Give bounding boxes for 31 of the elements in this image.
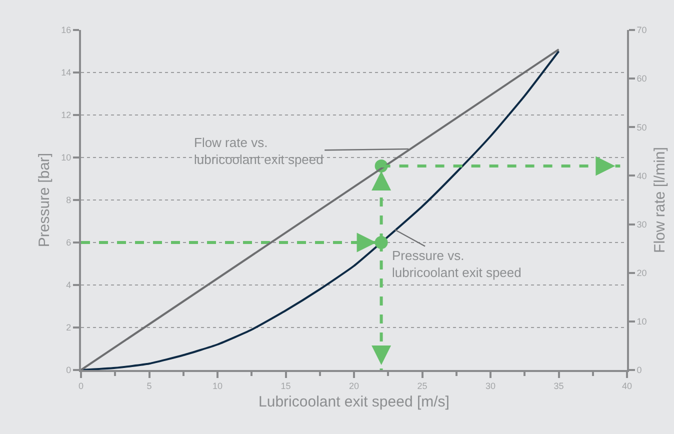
y2-tick-label: 50 <box>636 122 647 132</box>
y-tick-label: 6 <box>66 238 72 248</box>
x-tick-label: 30 <box>485 380 496 391</box>
y-tick-label: 10 <box>61 152 72 163</box>
y2-tick-label: 20 <box>636 268 647 278</box>
y2-axis-title: Flow rate [l/min] <box>651 147 668 253</box>
annotation: Pressure vs. lubricoolant exit speed <box>392 248 522 280</box>
y-tick-label: 8 <box>66 195 72 206</box>
x-tick-label: 40 <box>622 380 632 391</box>
y-tick-label: 4 <box>66 280 72 290</box>
x-tick-label: 35 <box>554 380 564 391</box>
y-tick-label: 16 <box>61 25 72 36</box>
x-tick-label: 15 <box>280 380 291 391</box>
y2-tick-label: 40 <box>636 170 647 181</box>
x-tick-label: 20 <box>348 380 360 391</box>
y2-tick-label: 70 <box>636 25 647 36</box>
y2-tick-label: 30 <box>636 219 647 230</box>
y2-tick-label: 0 <box>636 365 642 376</box>
y-tick-label: 0 <box>66 365 72 376</box>
y-tick-label: 14 <box>61 68 72 78</box>
annotation: Flow rate vs. lubricoolant exit speed <box>194 135 324 167</box>
x-tick-label: 10 <box>212 380 223 391</box>
x-axis-title: Lubricoolant exit speed [m/s] <box>258 393 450 410</box>
y2-tick-label: 10 <box>636 316 647 327</box>
y-tick-label: 12 <box>61 110 72 120</box>
x-tick-label: 25 <box>417 380 428 391</box>
y-tick-label: 2 <box>66 322 72 333</box>
x-tick-label: 5 <box>146 380 152 391</box>
y-axis-title: Pressure [bar] <box>36 152 53 248</box>
y2-tick-label: 60 <box>636 74 647 84</box>
x-tick-label: 0 <box>78 380 84 391</box>
